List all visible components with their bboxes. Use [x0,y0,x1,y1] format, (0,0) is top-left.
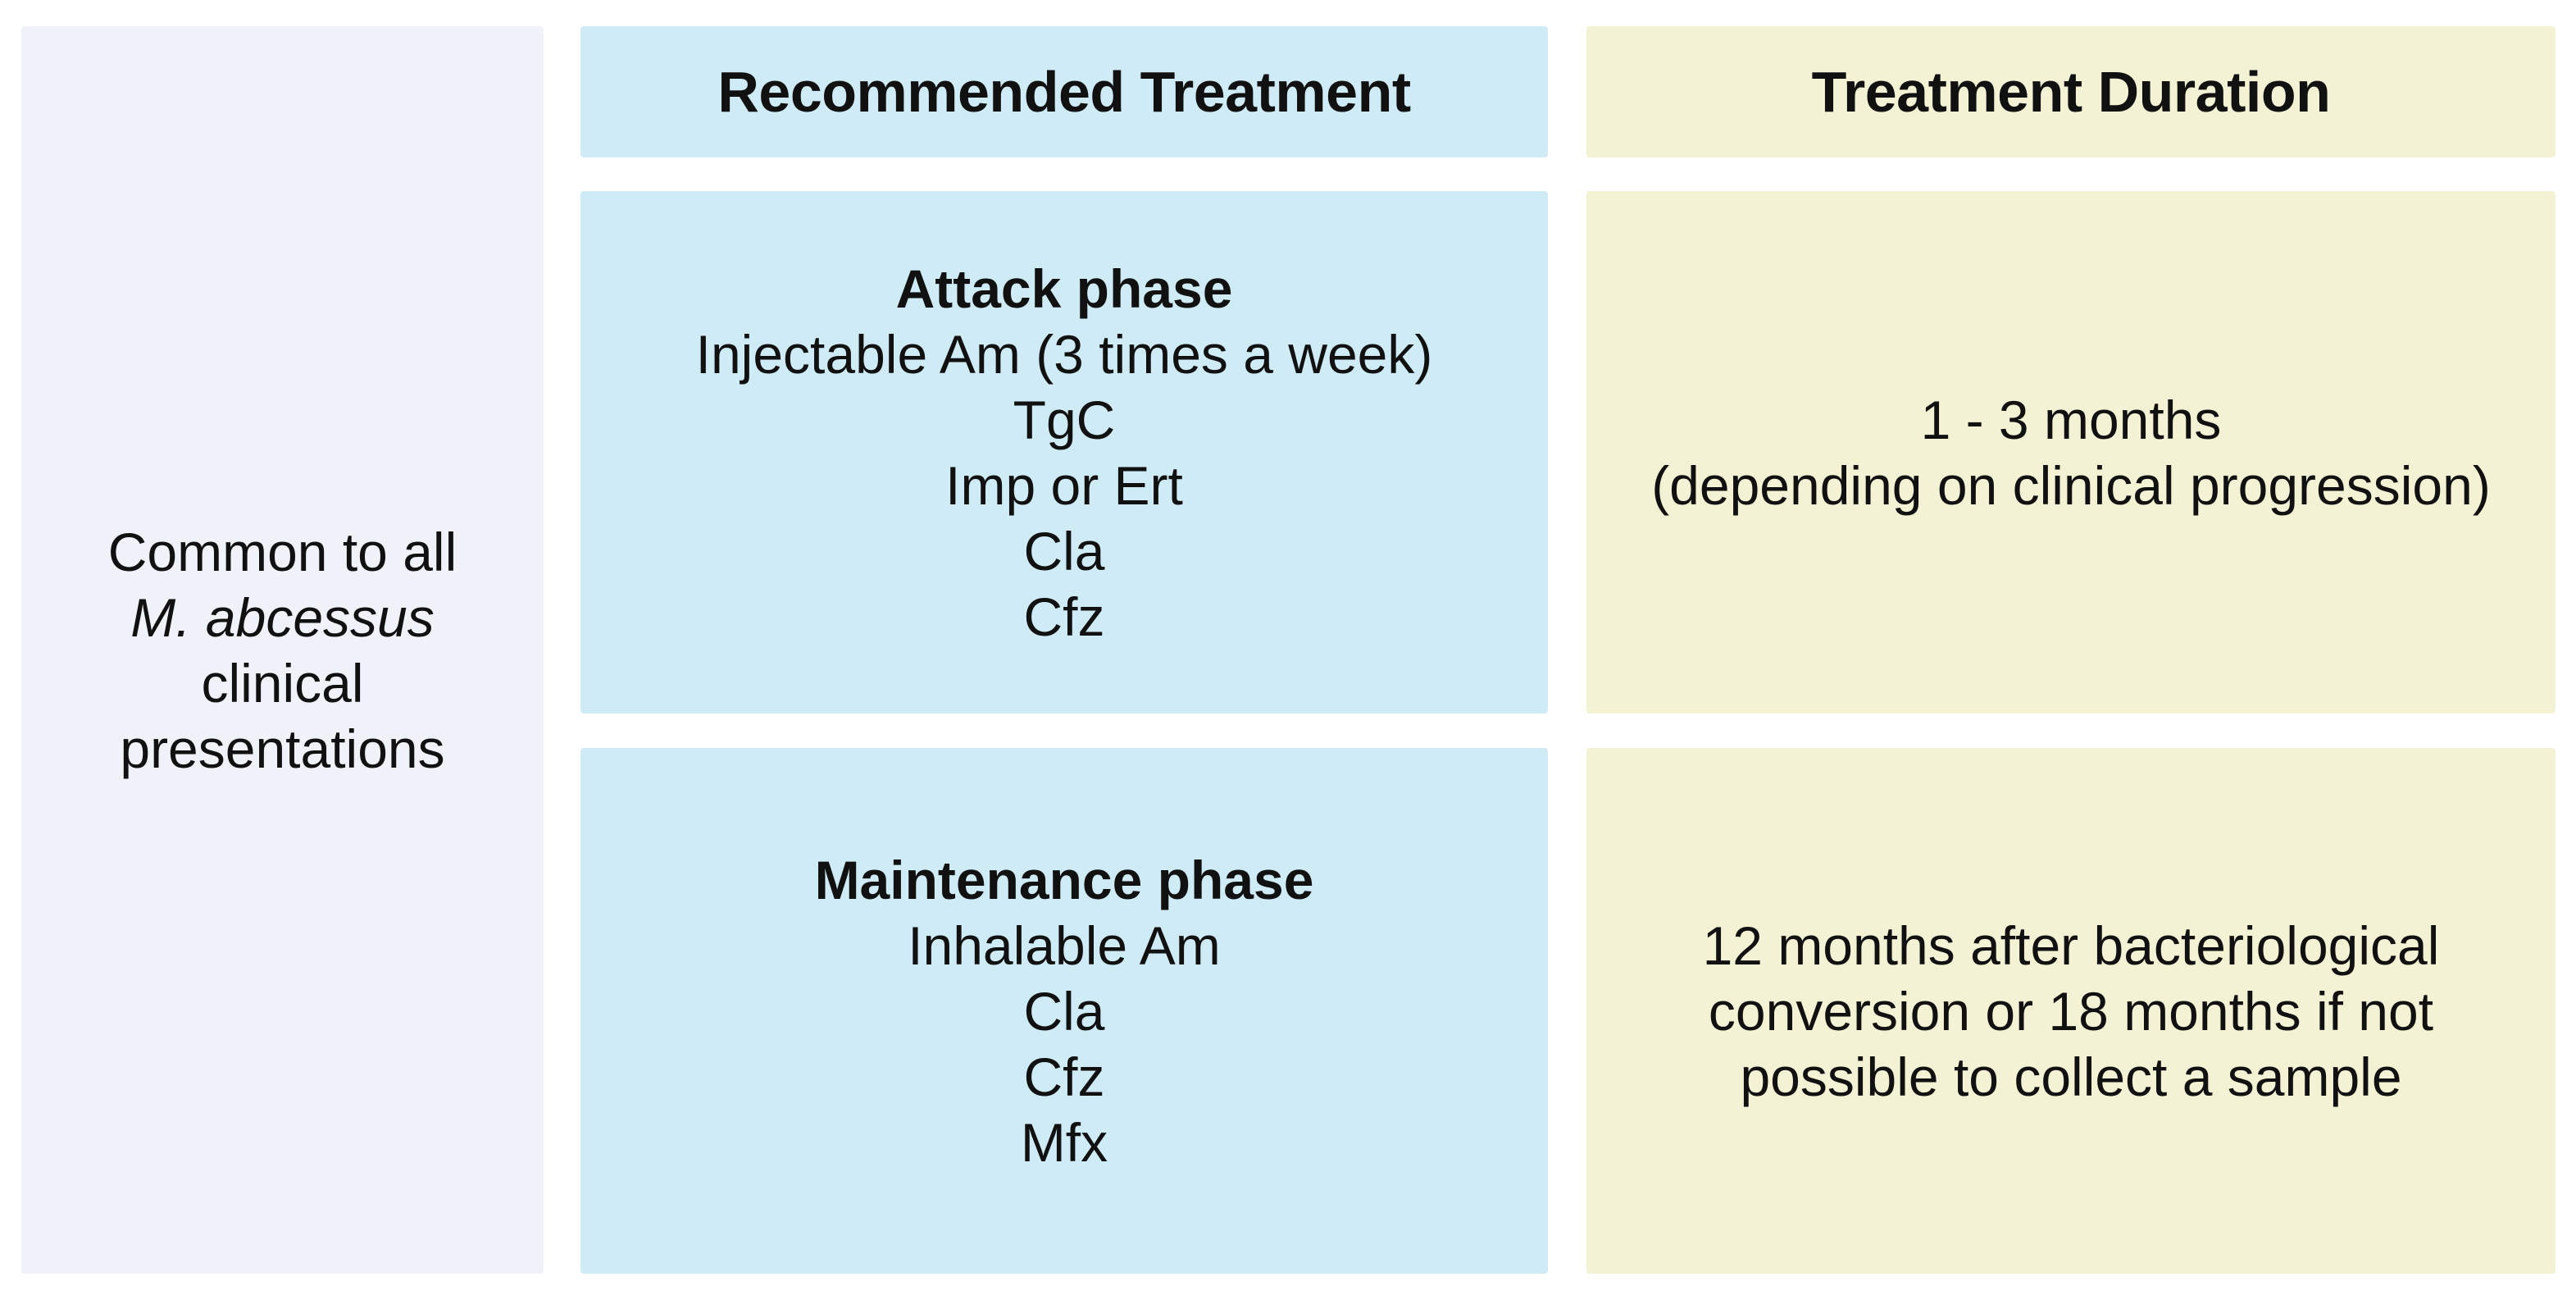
drug-line: Inhalable Am [908,914,1221,976]
duration-column-header-label: Treatment Duration [1811,60,2331,124]
duration-line: (depending on clinical progression) [1651,454,2491,516]
maintenance-phase-title: Maintenance phase [814,849,1314,910]
row-header-line: presentations [120,718,445,779]
duration-line: possible to collect a sample [1740,1046,2402,1107]
row-header-line: clinical [201,652,364,714]
duration-line: conversion or 18 months if not [1708,980,2434,1042]
attack-phase-duration-cell: 1 - 3 months (depending on clinical prog… [1586,191,2556,714]
drug-line: Cla [1023,520,1105,581]
attack-phase-cell: Attack phase Injectable Am (3 times a we… [580,191,1548,714]
row-header-line: Common to all [107,521,457,582]
duration-line: 1 - 3 months [1920,389,2222,450]
species-name: M. abcessus [130,586,435,648]
treatment-column-header: Recommended Treatment [580,26,1548,157]
drug-line: Injectable Am (3 times a week) [695,323,1433,385]
row-header-cell: Common to all M. abcessus clinical prese… [21,26,544,1274]
drug-line: Cla [1023,980,1105,1042]
drug-line: Imp or Ert [945,454,1183,516]
drug-line: Cfz [1023,1046,1105,1107]
duration-line: 12 months after bacteriological [1702,914,2440,976]
treatment-column-header-label: Recommended Treatment [717,60,1411,124]
drug-line: TgC [1013,389,1116,450]
duration-column-header: Treatment Duration [1586,26,2556,157]
attack-phase-title: Attack phase [895,258,1233,319]
drug-line: Mfx [1020,1111,1108,1173]
drug-line: Cfz [1023,586,1105,647]
maintenance-phase-cell: Maintenance phase Inhalable Am Cla Cfz M… [580,748,1548,1274]
maintenance-phase-duration-cell: 12 months after bacteriological conversi… [1586,748,2556,1274]
